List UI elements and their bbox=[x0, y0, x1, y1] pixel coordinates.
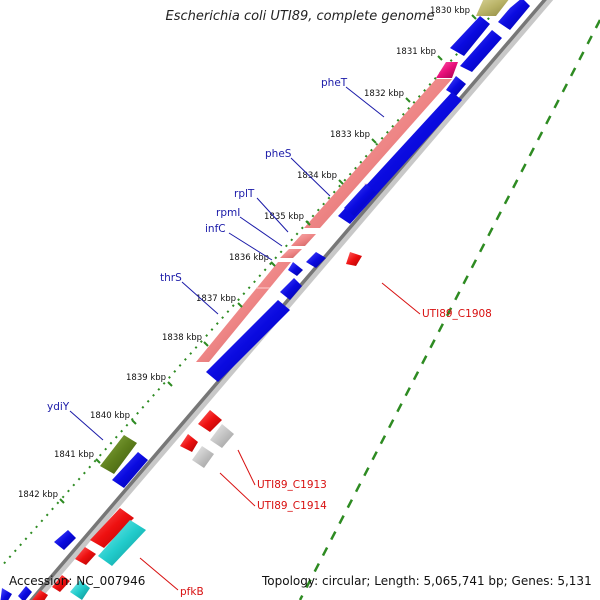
gene-label-infc[interactable]: infC bbox=[205, 223, 226, 235]
feature-cyan bbox=[70, 580, 90, 600]
genes-label: Genes: bbox=[511, 574, 554, 588]
gene-label-leader bbox=[256, 197, 289, 233]
feature-blue bbox=[498, 0, 530, 30]
feature-blue bbox=[18, 586, 32, 600]
feature-blue bbox=[0, 588, 12, 600]
gene-label-phes[interactable]: pheS bbox=[265, 148, 292, 160]
map-title: Escherichia coli UTI89, complete genome bbox=[165, 9, 435, 24]
gene-label-uti89-c1914[interactable]: UTI89_C1914 bbox=[257, 500, 327, 512]
tick-label: 1833 kbp bbox=[330, 130, 370, 140]
feature-khaki bbox=[476, 0, 509, 16]
length-label: Length: bbox=[374, 574, 420, 588]
feature-magenta bbox=[436, 62, 458, 78]
gene-label-leader bbox=[181, 281, 219, 315]
genes-value: 5,131 bbox=[557, 574, 592, 588]
gene-label-leader bbox=[237, 449, 256, 486]
tick-label: 1830 kbp bbox=[430, 6, 470, 16]
gene-label-leader bbox=[290, 157, 331, 197]
topology-label: Topology: bbox=[262, 574, 319, 588]
feature-blue bbox=[54, 530, 76, 550]
accession-label: Accession: bbox=[9, 574, 73, 588]
tick-label: 1832 kbp bbox=[364, 89, 404, 99]
feature-red bbox=[198, 410, 222, 432]
gene-label-uti89-c1913[interactable]: UTI89_C1913 bbox=[257, 479, 327, 491]
tick-mark bbox=[95, 458, 101, 464]
feature-red bbox=[90, 508, 134, 548]
feature-infC-thrS bbox=[196, 262, 291, 362]
gene-label-leader bbox=[228, 232, 273, 261]
tick-label: 1840 kbp bbox=[90, 411, 130, 421]
tick-mark bbox=[167, 381, 173, 387]
outer-dotted-ring bbox=[298, 19, 600, 600]
feature-grey bbox=[192, 446, 214, 468]
tick-label: 1834 kbp bbox=[297, 171, 337, 181]
topology-info: Topology: circular; Length: 5,065,741 bp… bbox=[262, 574, 592, 588]
tick-mark bbox=[270, 261, 276, 267]
feature-rplT bbox=[291, 234, 316, 246]
tick-mark bbox=[237, 302, 243, 308]
gene-label-leader bbox=[219, 472, 256, 507]
feature-red bbox=[32, 590, 48, 600]
feature-red bbox=[75, 547, 96, 565]
feature-blue bbox=[450, 16, 490, 56]
accession-info: Accession: NC_007946 bbox=[9, 574, 145, 588]
gene-label-leader bbox=[345, 86, 385, 118]
tick-label: 1839 kbp bbox=[126, 373, 166, 383]
tick-label: 1836 kbp bbox=[229, 253, 269, 263]
tick-mark bbox=[203, 341, 209, 347]
tick-mark bbox=[437, 55, 443, 61]
tick-mark bbox=[371, 138, 377, 144]
gene-labels: pheT pheS rplT rpmI infC thrS ydiY UTI89_C1908 U… bbox=[47, 77, 492, 598]
gene-label-uti89-c1908[interactable]: UTI89_C1908 bbox=[422, 308, 492, 320]
feature-blue bbox=[280, 278, 302, 300]
length-value: 5,065,741 bp; bbox=[423, 574, 508, 588]
feature-UTI89-C1908 bbox=[346, 252, 362, 266]
gene-label-ydiy[interactable]: ydiY bbox=[47, 401, 70, 413]
tick-label: 1838 kbp bbox=[162, 333, 202, 343]
tick-label: 1841 kbp bbox=[54, 450, 94, 460]
tick-mark bbox=[131, 419, 137, 425]
backbone-shadow bbox=[30, 0, 554, 600]
gene-label-leader bbox=[239, 216, 283, 247]
gene-label-leader bbox=[381, 282, 421, 315]
tick-label: 1842 kbp bbox=[18, 490, 58, 500]
tick-label: 1837 kbp bbox=[196, 294, 236, 304]
tick-label: 1831 kbp bbox=[396, 47, 436, 57]
gene-label-rplt[interactable]: rplT bbox=[234, 188, 255, 200]
feature-blue bbox=[460, 30, 502, 72]
feature-UTI89-C1913 bbox=[180, 434, 198, 452]
feature-blue bbox=[344, 184, 376, 216]
genome-backbone bbox=[29, 0, 547, 600]
tick-mark bbox=[59, 498, 65, 504]
gene-label-thrs[interactable]: thrS bbox=[160, 272, 182, 284]
tick-dotted-ring bbox=[0, 0, 506, 569]
tick-mark bbox=[471, 14, 477, 20]
accession-value: NC_007946 bbox=[76, 574, 146, 588]
gene-label-rpmi[interactable]: rpmI bbox=[216, 207, 240, 219]
feature-pheT-pheS bbox=[304, 79, 452, 228]
tick-label: 1835 kbp bbox=[264, 212, 304, 222]
feature-blue bbox=[288, 262, 303, 276]
feature-blue bbox=[306, 252, 326, 268]
feature-red bbox=[52, 575, 70, 592]
tick-mark bbox=[405, 97, 411, 103]
gene-label-leader bbox=[139, 557, 179, 591]
feature-UTI89-C1914 bbox=[210, 424, 234, 448]
tick-mark bbox=[338, 179, 344, 185]
feature-blue bbox=[112, 452, 148, 488]
gene-label-pfkb[interactable]: pfkB bbox=[180, 586, 204, 598]
gene-label-leader bbox=[69, 410, 104, 441]
feature-ydiY bbox=[100, 435, 137, 474]
topology-value: circular; bbox=[321, 574, 371, 588]
gene-label-phet[interactable]: pheT bbox=[321, 77, 348, 89]
feature-pfkB bbox=[98, 520, 146, 566]
tick-labels: 1830 kbp 1831 kbp 1832 kbp 1833 kbp 1834 kbp… bbox=[18, 6, 477, 504]
feature-blue bbox=[206, 300, 290, 382]
feature-rpmI bbox=[280, 249, 302, 258]
tick-mark bbox=[305, 220, 311, 226]
feature-blue bbox=[446, 76, 466, 96]
